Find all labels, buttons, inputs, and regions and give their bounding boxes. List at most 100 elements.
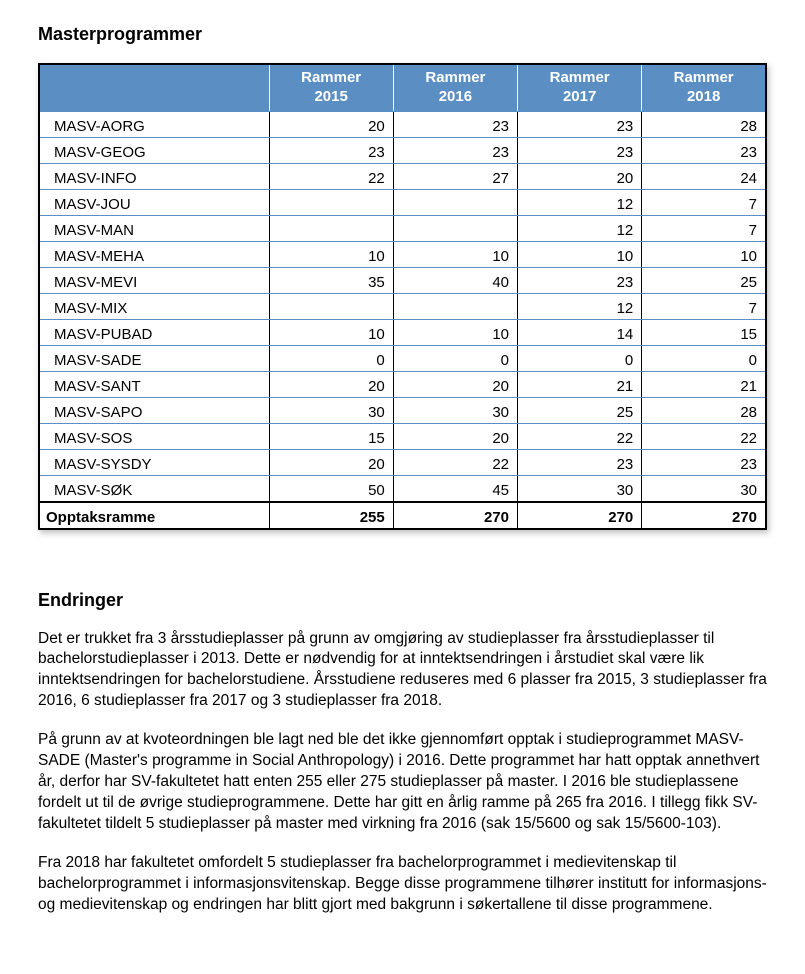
changes-paragraph-2: På grunn av at kvoteordningen ble lagt n… [38,730,767,835]
total-label: Opptaksramme [39,502,269,529]
cell: 23 [393,111,517,137]
cell: 30 [393,397,517,423]
row-label: MASV-INFO [39,163,269,189]
total-cell: 270 [642,502,766,529]
table-row: MASV-MAN 127 [39,215,766,241]
cell: 28 [642,111,766,137]
cell: 0 [642,345,766,371]
cell: 22 [269,163,393,189]
page-title: Masterprogrammer [38,24,767,45]
cell: 22 [393,449,517,475]
cell: 45 [393,475,517,502]
cell: 23 [518,449,642,475]
row-label: MASV-GEOG [39,137,269,163]
cell [393,293,517,319]
cell: 10 [269,319,393,345]
cell: 20 [269,449,393,475]
table-row: MASV-SANT20202121 [39,371,766,397]
cell [269,189,393,215]
table-row: MASV-MEHA10101010 [39,241,766,267]
table-header-row: Rammer2015 Rammer2016 Rammer2017 Rammer2… [39,64,766,111]
col-header-2017: Rammer2017 [518,64,642,111]
col-header-blank [39,64,269,111]
cell [393,189,517,215]
table-row: MASV-INFO22272024 [39,163,766,189]
row-label: MASV-AORG [39,111,269,137]
cell: 20 [518,163,642,189]
cell: 20 [269,371,393,397]
row-label: MASV-MAN [39,215,269,241]
cell: 20 [393,423,517,449]
cell: 10 [642,241,766,267]
row-label: MASV-SADE [39,345,269,371]
cell: 35 [269,267,393,293]
table-total-row: Opptaksramme 255 270 270 270 [39,502,766,529]
cell: 23 [518,111,642,137]
cell: 23 [269,137,393,163]
row-label: MASV-SYSDY [39,449,269,475]
cell: 20 [269,111,393,137]
changes-paragraph-1: Det er trukket fra 3 årsstudieplasser på… [38,629,767,713]
row-label: MASV-PUBAD [39,319,269,345]
cell: 10 [269,241,393,267]
cell: 22 [642,423,766,449]
row-label: MASV-MEHA [39,241,269,267]
cell: 23 [518,267,642,293]
cell: 14 [518,319,642,345]
table-row: MASV-MEVI35402325 [39,267,766,293]
cell: 0 [269,345,393,371]
total-cell: 270 [393,502,517,529]
cell: 7 [642,293,766,319]
cell: 24 [642,163,766,189]
changes-heading: Endringer [38,590,767,611]
col-header-2016: Rammer2016 [393,64,517,111]
cell: 0 [518,345,642,371]
cell: 25 [518,397,642,423]
cell [269,293,393,319]
cell: 10 [393,319,517,345]
table-row: MASV-JOU 127 [39,189,766,215]
cell: 21 [642,371,766,397]
total-cell: 270 [518,502,642,529]
col-header-2018: Rammer2018 [642,64,766,111]
row-label: MASV-MIX [39,293,269,319]
total-cell: 255 [269,502,393,529]
row-label: MASV-SANT [39,371,269,397]
row-label: MASV-SOS [39,423,269,449]
master-programmes-table: Rammer2015 Rammer2016 Rammer2017 Rammer2… [38,63,767,530]
cell: 40 [393,267,517,293]
cell: 7 [642,189,766,215]
changes-body: Det er trukket fra 3 årsstudieplasser på… [38,629,767,916]
cell: 27 [393,163,517,189]
cell: 7 [642,215,766,241]
cell: 22 [518,423,642,449]
cell: 12 [518,189,642,215]
cell: 23 [642,137,766,163]
table-row: MASV-SYSDY20222323 [39,449,766,475]
cell [269,215,393,241]
cell: 0 [393,345,517,371]
row-label: MASV-SAPO [39,397,269,423]
cell: 50 [269,475,393,502]
cell: 20 [393,371,517,397]
changes-paragraph-3: Fra 2018 har fakultetet omfordelt 5 stud… [38,853,767,916]
row-label: MASV-MEVI [39,267,269,293]
cell: 12 [518,215,642,241]
table-row: MASV-SADE0000 [39,345,766,371]
table-row: MASV-SØK50453030 [39,475,766,502]
cell: 15 [269,423,393,449]
cell: 10 [393,241,517,267]
row-label: MASV-JOU [39,189,269,215]
cell: 12 [518,293,642,319]
cell: 23 [393,137,517,163]
cell [393,215,517,241]
cell: 10 [518,241,642,267]
table-row: MASV-SAPO30302528 [39,397,766,423]
table-row: MASV-SOS15202222 [39,423,766,449]
table-row: MASV-MIX 127 [39,293,766,319]
cell: 30 [642,475,766,502]
row-label: MASV-SØK [39,475,269,502]
cell: 25 [642,267,766,293]
cell: 30 [518,475,642,502]
cell: 15 [642,319,766,345]
